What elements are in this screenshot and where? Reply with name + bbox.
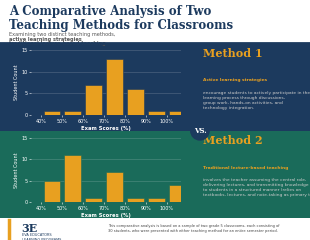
Y-axis label: Student Count: Student Count (14, 65, 19, 100)
Bar (85, 198, 102, 202)
Text: Method 1: Method 1 (203, 48, 263, 59)
Text: Method 2: Method 2 (203, 135, 263, 146)
Circle shape (191, 122, 209, 140)
Bar (64, 111, 81, 115)
Text: A Comparative Analysis of Two: A Comparative Analysis of Two (9, 5, 212, 18)
Bar (85, 85, 102, 115)
Bar (43, 181, 60, 202)
Text: involves the teacher assuming the central role,
delivering lectures, and transmi: involves the teacher assuming the centra… (203, 178, 310, 198)
Bar (148, 111, 165, 115)
Bar (127, 89, 144, 115)
Text: Active learning strategies: Active learning strategies (203, 78, 267, 82)
Text: Traditional lecture-based teaching: Traditional lecture-based teaching (203, 166, 288, 170)
Y-axis label: Student Count: Student Count (14, 152, 19, 188)
Text: traditional lecture-based teaching: traditional lecture-based teaching (9, 41, 106, 46)
Bar (43, 111, 60, 115)
Text: Teaching Methods for Classrooms: Teaching Methods for Classrooms (9, 19, 233, 32)
Bar (127, 198, 144, 202)
Bar (106, 172, 123, 202)
Text: VS.: VS. (193, 127, 206, 135)
Text: Examining two distinct teaching methods,: Examining two distinct teaching methods, (9, 32, 117, 37)
Text: 3E: 3E (22, 223, 38, 234)
Text: encourage students to actively participate in their
learning process through dis: encourage students to actively participa… (203, 90, 310, 110)
Bar (169, 185, 185, 202)
Bar (148, 198, 165, 202)
X-axis label: Exam Scores (%): Exam Scores (%) (81, 213, 131, 218)
Bar (169, 111, 185, 115)
Bar (106, 59, 123, 115)
Text: EVA EDUCATORS
LEARNING PROGRAMS: EVA EDUCATORS LEARNING PROGRAMS (22, 233, 61, 240)
Bar (64, 155, 81, 202)
X-axis label: Exam Scores (%): Exam Scores (%) (81, 126, 131, 131)
Text: active learning strategies: active learning strategies (9, 37, 82, 42)
Text: This comparative analysis is based on a sample of two grade 5 classrooms, each c: This comparative analysis is based on a … (108, 224, 280, 233)
